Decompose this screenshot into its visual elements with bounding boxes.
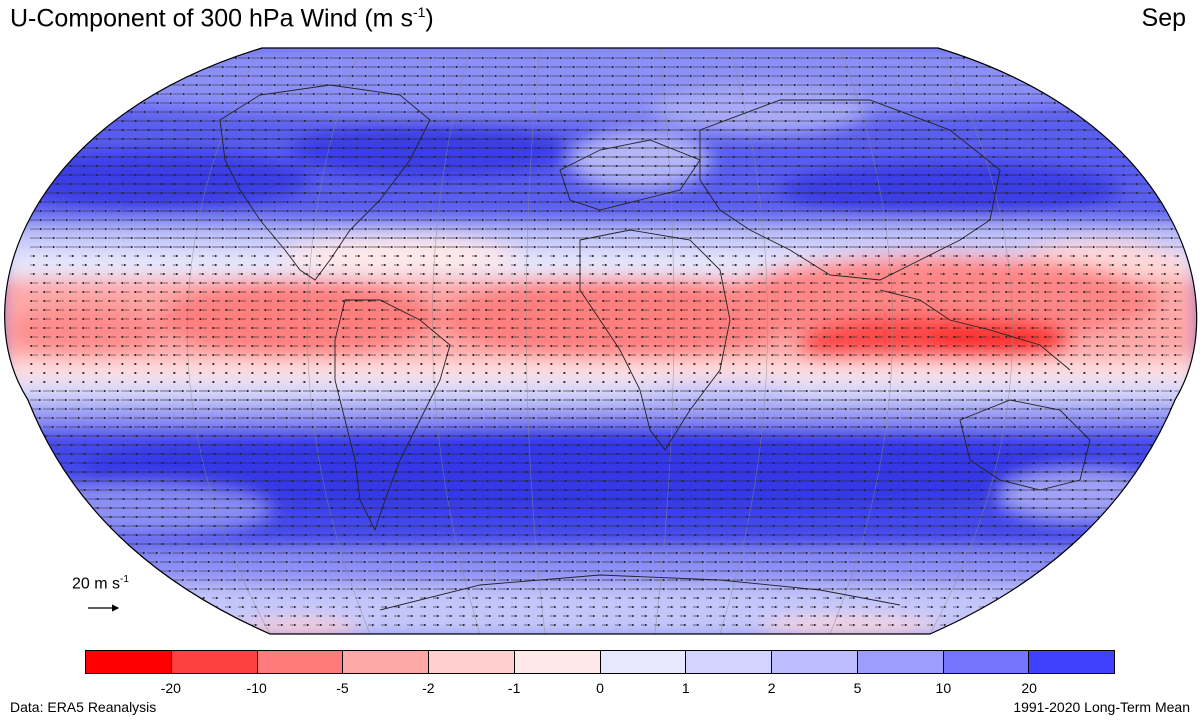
- map-field: [4, 48, 1197, 634]
